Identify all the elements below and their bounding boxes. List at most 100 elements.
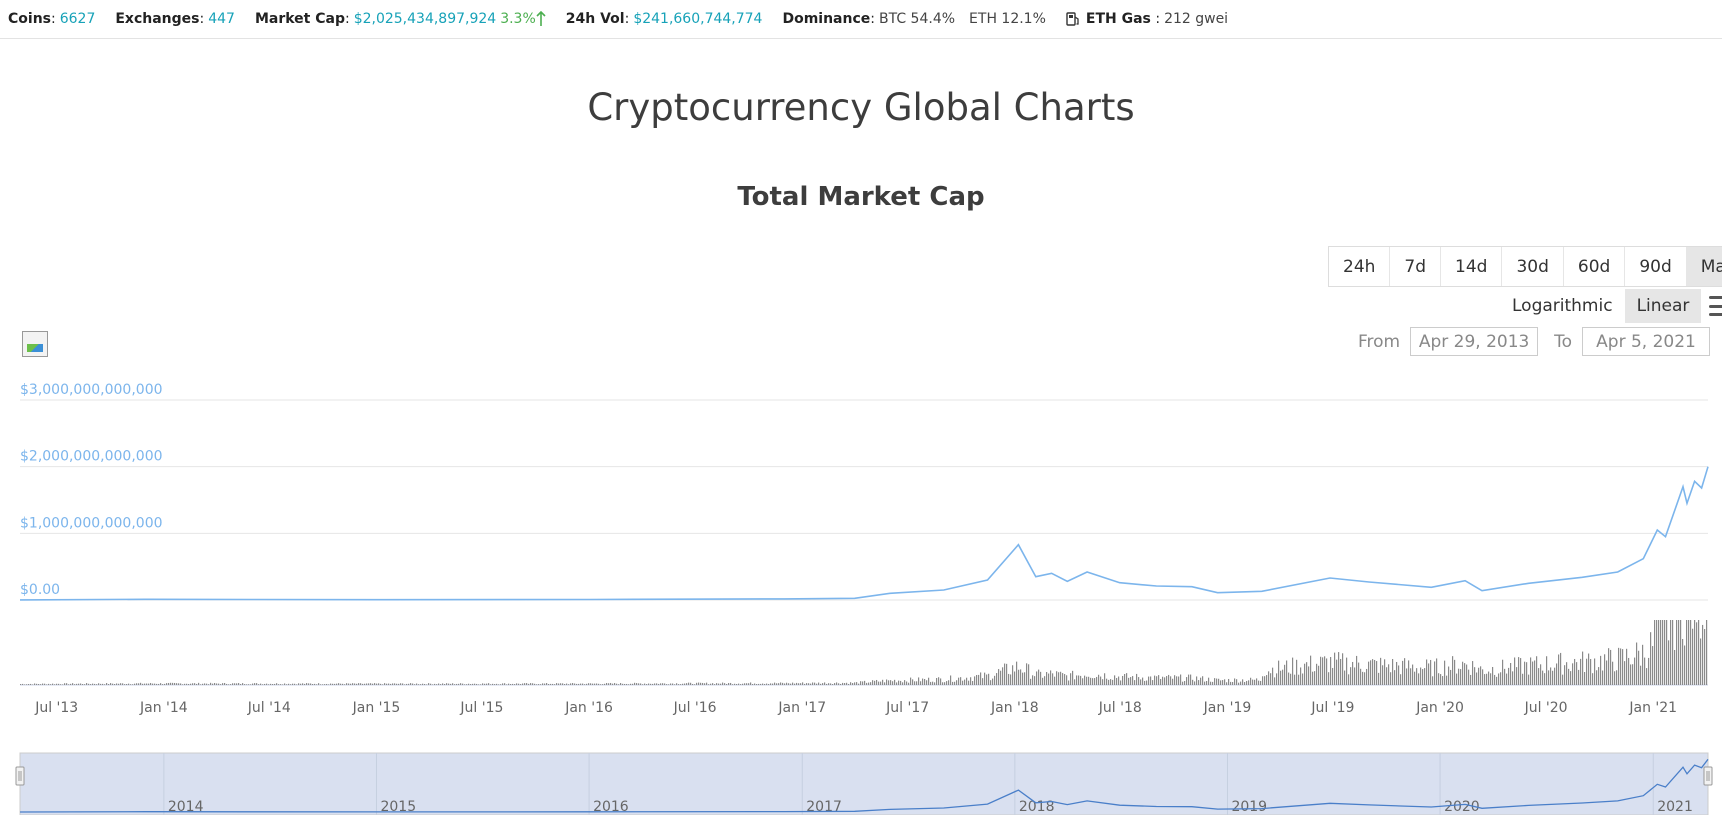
volume-bar [28,684,29,685]
volume-bar [992,679,993,685]
volume-bar [1212,682,1213,685]
volume-bar [930,682,931,685]
volume-bar [770,683,771,685]
volume-bar [790,684,791,685]
volume-bar [354,684,355,685]
volume-bar [1492,667,1493,685]
volume-bar [1408,660,1409,685]
stat-eth-gas-value[interactable]: 212 gwei [1164,11,1228,27]
volume-bar [892,681,893,685]
volume-bar [662,683,663,685]
volume-bar [30,684,31,685]
volume-bar [788,683,789,685]
stat-market-cap-value[interactable]: $2,025,434,897,924 [354,11,497,27]
to-date-input[interactable]: Apr 5, 2021 [1582,327,1710,356]
volume-bar [904,680,905,685]
volume-bar [536,684,537,685]
range-button-90d[interactable]: 90d [1625,247,1686,286]
volume-bar [164,684,165,685]
volume-bar [922,679,923,685]
volume-bar [1446,676,1447,685]
volume-bar [1324,656,1325,685]
volume-bar [1460,669,1461,685]
volume-bar [108,684,109,685]
stat-dominance-btc[interactable]: BTC 54.4% [879,11,955,27]
volume-bar [1052,673,1053,685]
volume-bar [1132,676,1133,685]
volume-bar [932,682,933,685]
volume-bar [1286,660,1287,685]
volume-bar [1042,678,1043,685]
volume-bar [1592,673,1593,685]
volume-bar [664,683,665,685]
volume-bar [1370,660,1371,685]
volume-bar [56,684,57,685]
stat-coins-value[interactable]: 6627 [60,11,96,27]
volume-bar [1454,660,1455,685]
navigator-handle-right[interactable] [1704,767,1712,785]
stat-dominance-eth[interactable]: ETH 12.1% [969,11,1046,27]
volume-bar [496,684,497,685]
range-button-14d[interactable]: 14d [1441,247,1502,286]
range-button-7d[interactable]: 7d [1390,247,1441,286]
stat-24h-volume-value[interactable]: $241,660,744,774 [633,11,762,27]
volume-bar [1006,664,1007,685]
volume-bar [1636,643,1637,685]
scale-linear-button[interactable]: Linear [1625,289,1702,323]
volume-bar [318,683,319,685]
volume-bar [348,684,349,685]
volume-bar [468,684,469,685]
volume-bar [1040,672,1041,685]
volume-bar [778,683,779,685]
volume-bar [460,683,461,685]
range-button-30d[interactable]: 30d [1502,247,1563,286]
volume-bar [1624,661,1625,685]
volume-bar [1646,668,1647,685]
volume-bar [1148,677,1149,685]
volume-bar [506,684,507,685]
x-axis-labels: Jul '13 Jan '14 Jul '14 Jan '15 Jul '15 Jan '… [34,700,1677,716]
volume-bar [1210,682,1211,685]
range-button-max[interactable]: Max [1687,247,1722,286]
volume-bar [836,682,837,685]
volume-bar [730,683,731,685]
volume-bar [626,684,627,685]
volume-bar [954,682,955,685]
volume-bar [156,684,157,685]
volume-bar [1246,681,1247,685]
range-navigator[interactable]: 2014 2015 2016 2017 2018 2019 2020 2021 [16,753,1712,815]
volume-bar [726,684,727,685]
volume-bar [1180,674,1181,685]
volume-bar [128,684,129,685]
volume-bar [956,680,957,685]
from-date-input[interactable]: Apr 29, 2013 [1410,327,1538,356]
hamburger-menu-icon[interactable] [1709,296,1722,316]
volume-bar [472,684,473,685]
volume-bar [144,684,145,685]
broken-image-icon [22,331,48,357]
navigator-handle-left[interactable] [16,767,24,785]
stat-exchanges-value[interactable]: 447 [208,11,235,27]
volume-bar [672,684,673,685]
volume-bar [1596,670,1597,685]
volume-bar [1238,683,1239,685]
volume-bar [596,683,597,685]
volume-bar [708,684,709,685]
scale-logarithmic-button[interactable]: Logarithmic [1500,289,1625,323]
volume-bar [574,684,575,685]
volume-bar [1702,625,1703,685]
volume-bar [1020,669,1021,685]
volume-bar [1512,671,1513,685]
range-button-60d[interactable]: 60d [1564,247,1625,286]
volume-bar [1480,666,1481,685]
volume-bar [1472,661,1473,685]
volume-bar [274,684,275,685]
volume-bar [1290,674,1291,685]
volume-bar [514,684,515,685]
volume-bar [592,684,593,685]
volume-bar [1224,679,1225,685]
volume-bar [1308,666,1309,685]
range-button-24h[interactable]: 24h [1329,247,1390,286]
volume-bar [1300,667,1301,685]
volume-bar [1526,662,1527,685]
